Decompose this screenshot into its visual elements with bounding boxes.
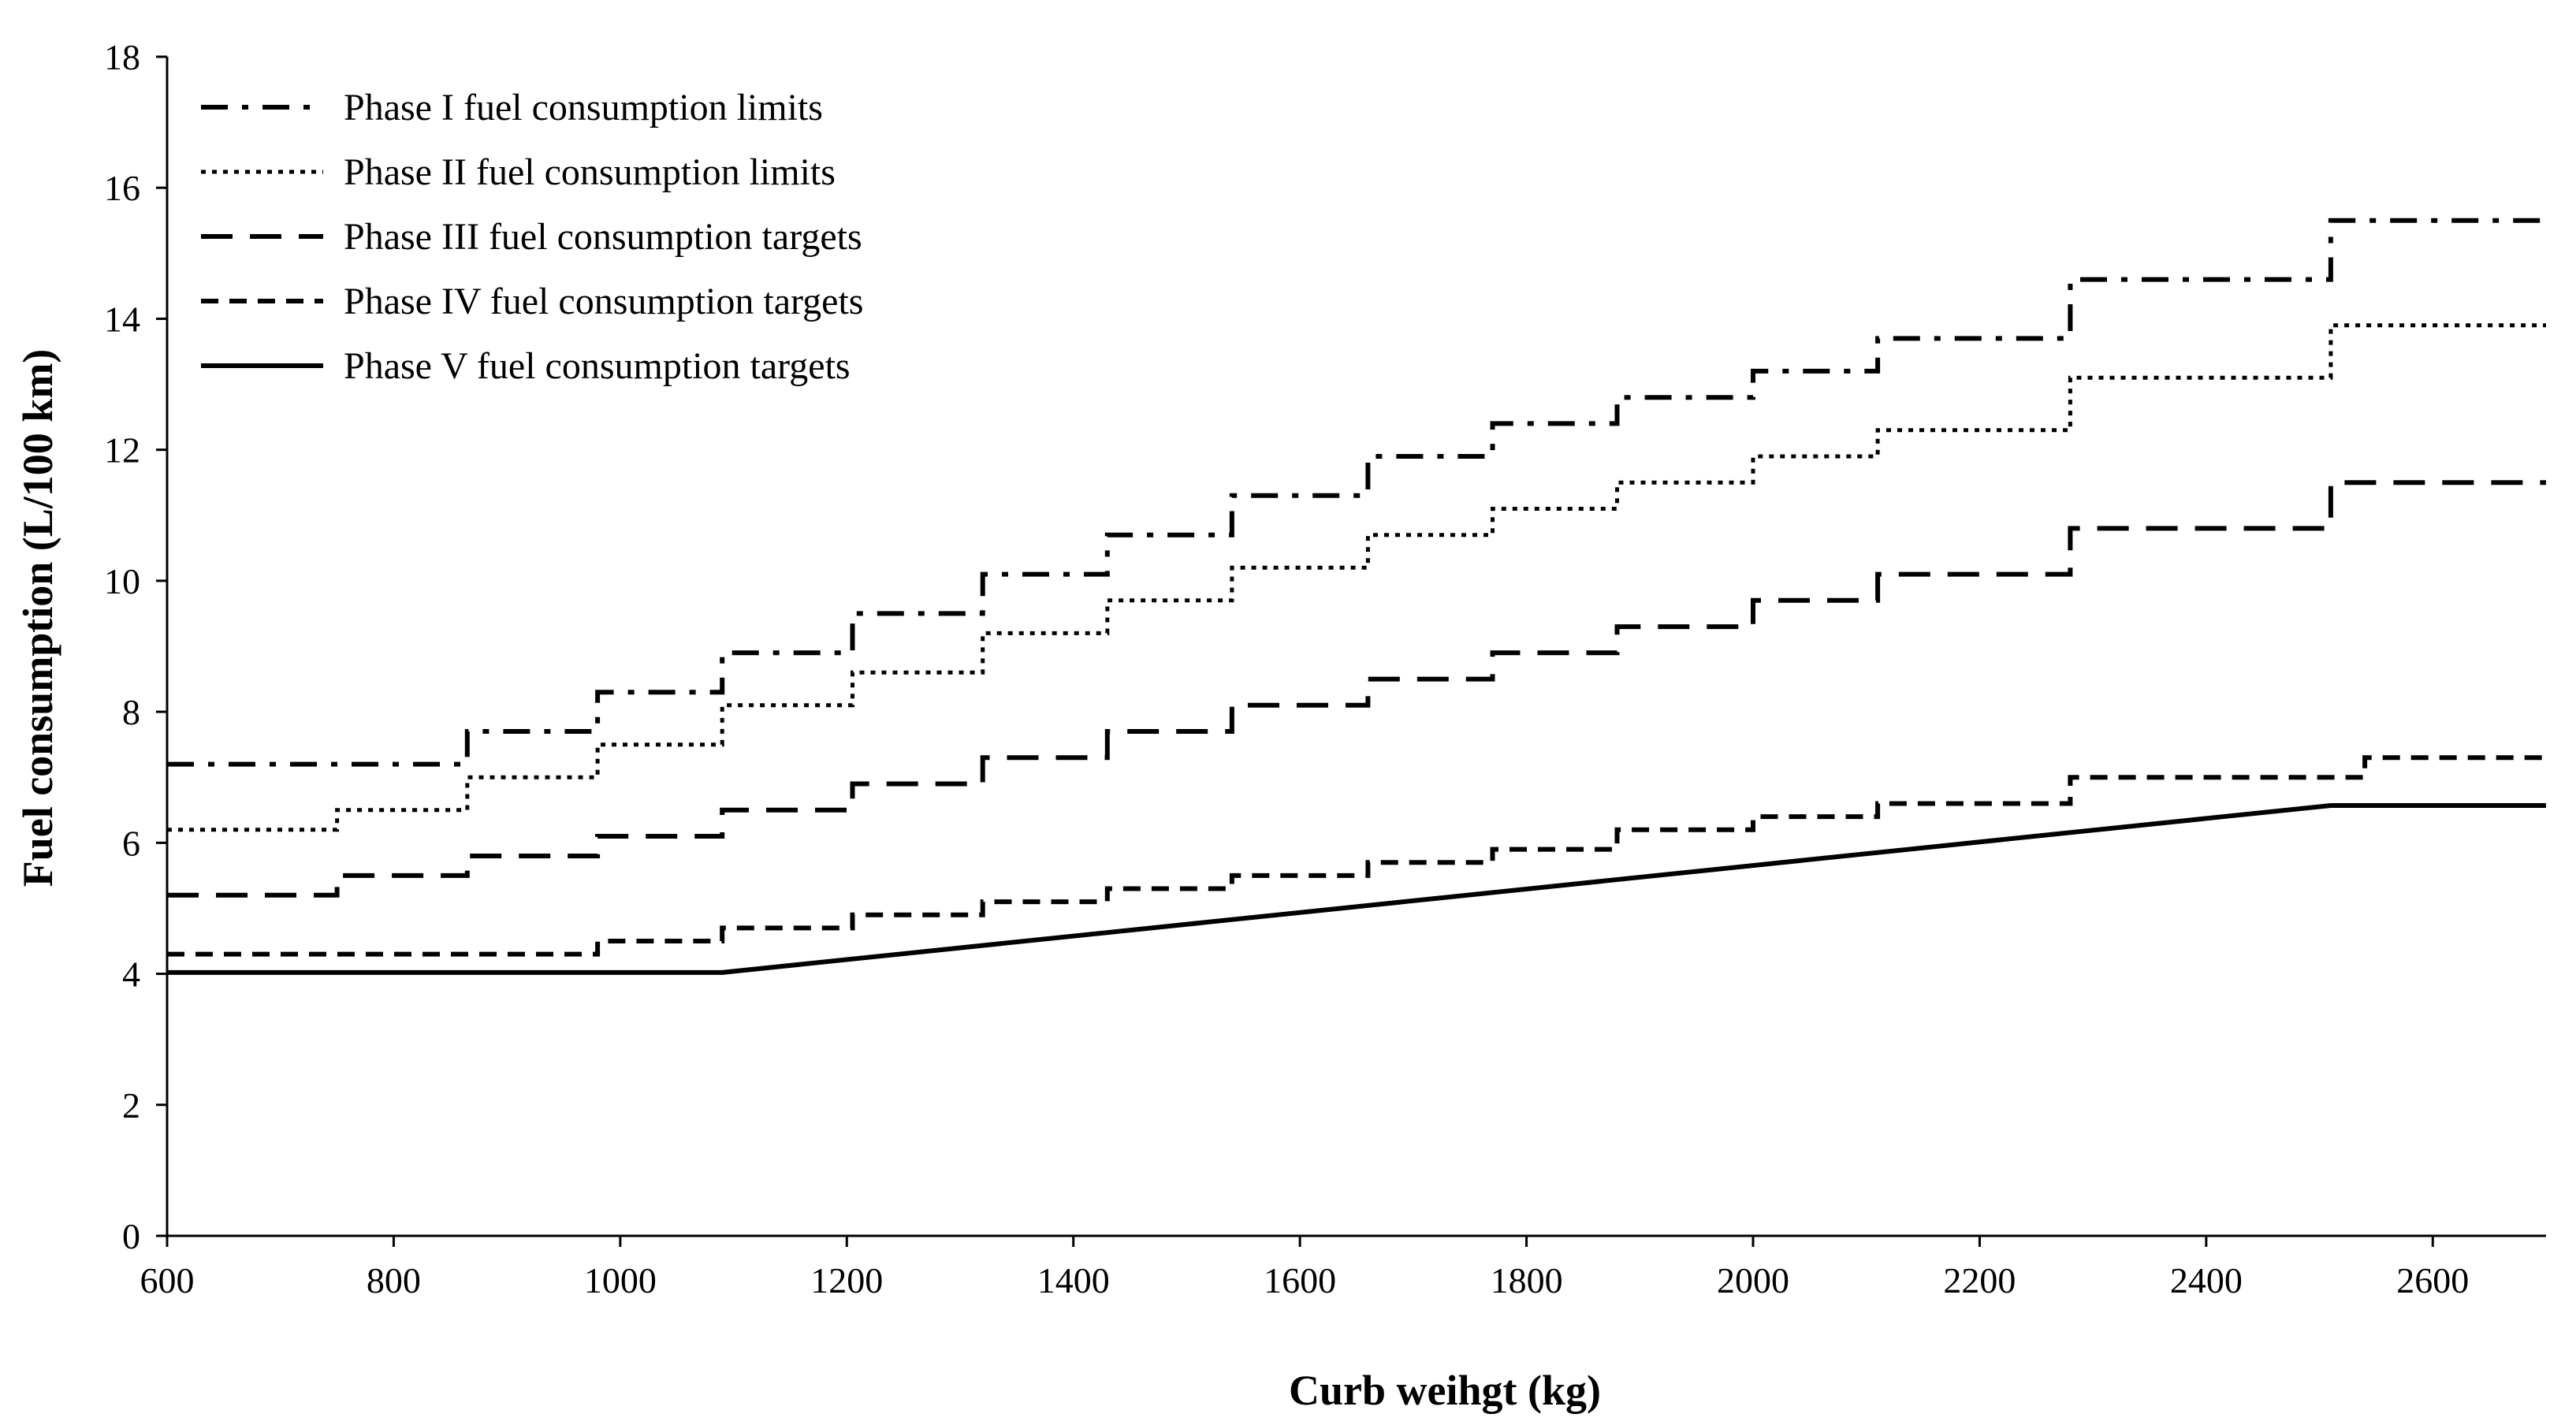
x-axis-title: Curb weihgt (kg) [1289,1367,1601,1414]
y-tick-label: 14 [104,299,140,339]
x-tick-label: 1400 [1037,1260,1110,1300]
legend-label-phase-1: Phase I fuel consumption limits [344,87,823,128]
x-tick-label: 1800 [1491,1260,1563,1300]
series-line-phase-3 [167,480,2546,898]
x-tick-label: 1000 [584,1260,657,1300]
y-tick-label: 6 [122,823,140,863]
x-tick-label: 600 [140,1260,195,1300]
series-line-phase-5 [167,803,2546,975]
x-tick-label: 2000 [1717,1260,1789,1300]
y-tick-label: 16 [104,168,140,208]
legend: Phase I fuel consumption limits Phase II … [201,87,863,387]
series-line-phase-4 [167,755,2546,957]
y-tick-label: 4 [122,954,140,995]
y-tick-label: 2 [122,1085,140,1125]
x-tick-label: 2400 [2170,1260,2243,1300]
x-tick-label: 1600 [1264,1260,1336,1300]
x-tick-label: 2200 [1943,1260,2016,1300]
series-lines [167,218,2546,975]
axes: 0 2 4 6 8 10 12 14 16 18 600 800 1000 1200 1400 1600 180… [104,37,2546,1300]
y-tick-label: 12 [104,430,140,471]
legend-label-phase-5: Phase V fuel consumption targets [344,345,851,387]
y-tick-label: 18 [104,37,140,77]
x-tick-label: 800 [367,1260,421,1300]
legend-label-phase-3: Phase III fuel consumption targets [344,216,862,258]
x-tick-label: 2600 [2396,1260,2469,1300]
legend-label-phase-4: Phase IV fuel consumption targets [344,281,863,322]
x-tick-label: 1200 [810,1260,883,1300]
series-line-phase-1 [167,218,2546,767]
legend-label-phase-2: Phase II fuel consumption limits [344,151,836,193]
series-line-phase-2 [167,323,2546,832]
y-axis-title: Fuel consumption (L/100 km) [14,349,61,887]
y-tick-label: 0 [122,1216,140,1256]
y-tick-label: 8 [122,692,140,732]
y-tick-label: 10 [104,561,140,601]
